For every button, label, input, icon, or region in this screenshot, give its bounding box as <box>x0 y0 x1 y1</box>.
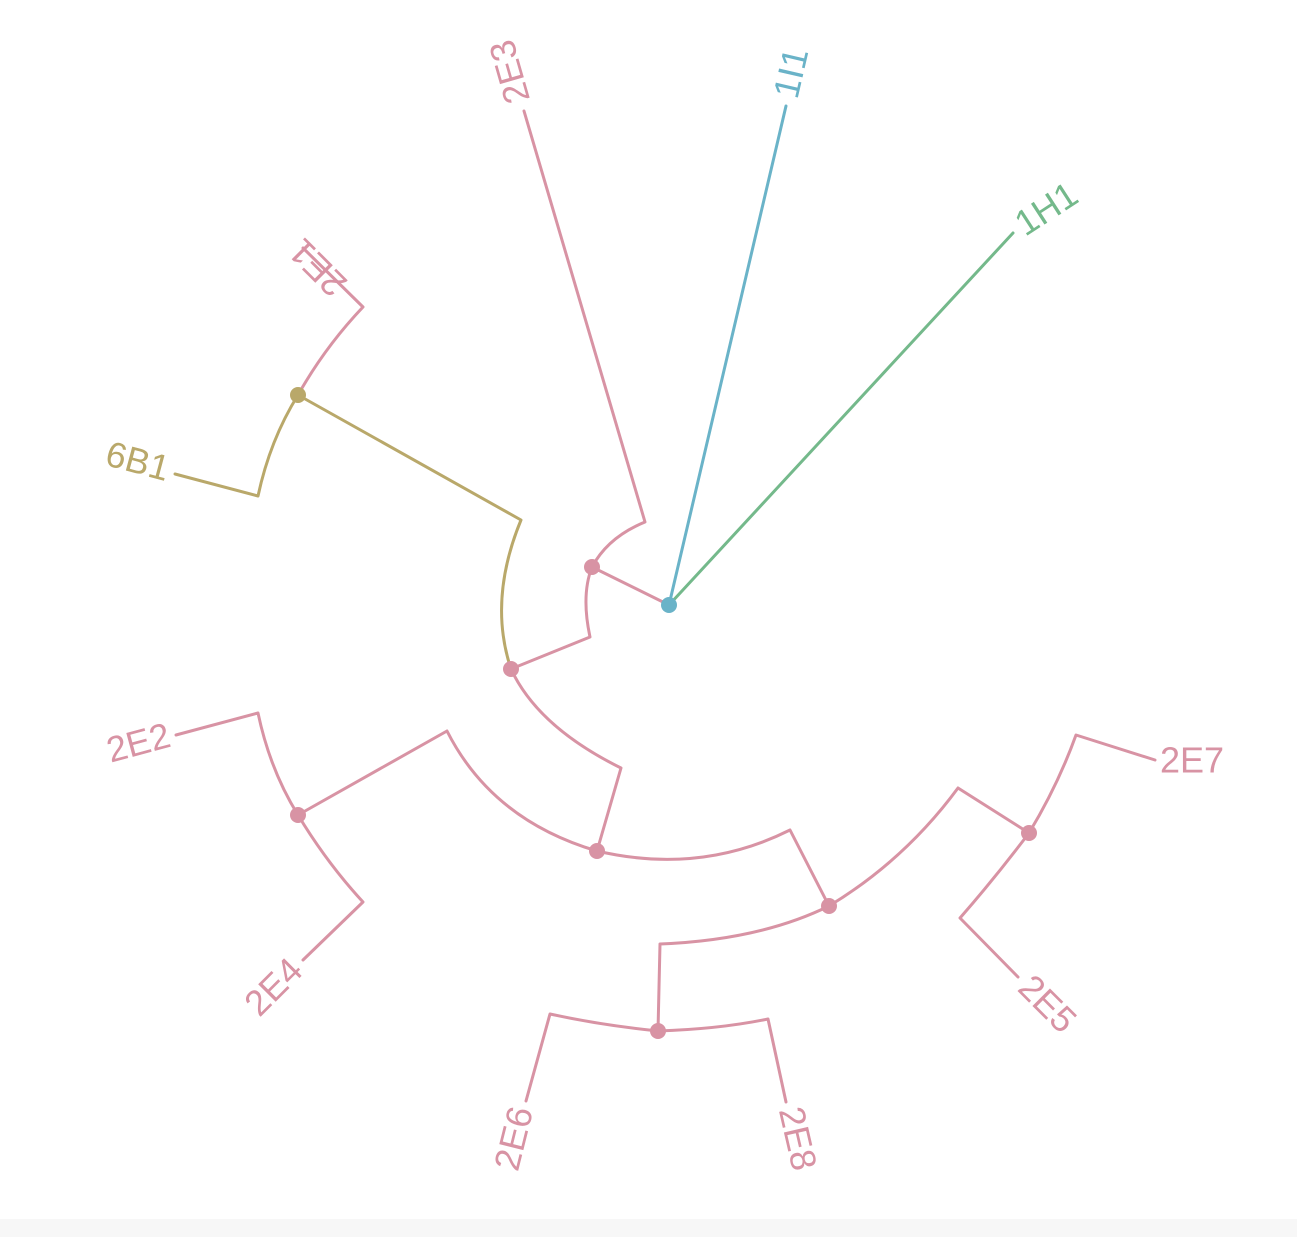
tree-node[interactable] <box>650 1023 666 1039</box>
leaf-label-2e7[interactable]: 2E7 <box>1160 740 1224 781</box>
leaf-label-1i1[interactable]: 1I1 <box>765 44 816 102</box>
branch-node-b-to-node-c <box>509 667 623 853</box>
tree-node[interactable] <box>1021 825 1037 841</box>
branch-node-g-to-2e5 <box>958 831 1031 979</box>
leaf-label-2e3[interactable]: 2E3 <box>481 36 538 109</box>
leaf-label-2e5[interactable]: 2E5 <box>1011 966 1085 1040</box>
branch-node-h-to-6b1 <box>173 393 300 498</box>
tree-node[interactable] <box>503 661 519 677</box>
branch-node-e-to-node-g <box>827 786 1031 908</box>
tree-node[interactable] <box>290 807 306 823</box>
leaf-label-2e1[interactable]: 2E1 <box>280 231 354 305</box>
branch-node-c-to-node-e <box>595 828 831 908</box>
leaf-label-2e2[interactable]: 2E2 <box>102 714 174 770</box>
tree-node[interactable] <box>290 387 306 403</box>
branch-node-c-to-node-d <box>296 729 599 853</box>
branch-node-d-to-2e4 <box>296 813 365 962</box>
branches-group-b <box>173 393 523 671</box>
branch-root-to-1h1 <box>667 231 1015 607</box>
branch-node-f-to-2e6 <box>524 1012 660 1103</box>
internal-nodes <box>290 387 1037 1039</box>
branch-node-g-to-2e7 <box>1027 733 1157 835</box>
tree-node[interactable] <box>584 559 600 575</box>
bottom-strip <box>0 1219 1297 1237</box>
leaf-label-2e6[interactable]: 2E6 <box>486 1102 541 1174</box>
branch-node-e-to-node-f <box>656 904 831 1033</box>
branch-root-to-node-a <box>590 565 671 607</box>
tree-root-node[interactable] <box>661 597 677 613</box>
leaf-label-6b1[interactable]: 6B1 <box>102 433 174 489</box>
branch-node-b-to-node-h <box>296 393 523 671</box>
branch-node-f-to-2e8 <box>656 1017 788 1104</box>
tree-node[interactable] <box>589 843 605 859</box>
branch-node-a-to-2e3 <box>522 109 647 569</box>
leaf-label-1h1[interactable]: 1H1 <box>1007 173 1085 243</box>
leaf-label-2e4[interactable]: 2E4 <box>236 949 310 1023</box>
branch-root-to-1i1 <box>667 104 788 607</box>
branch-node-d-to-2e2 <box>174 711 300 817</box>
branch-node-a-to-node-b <box>509 565 594 671</box>
tree-node[interactable] <box>821 898 837 914</box>
leaf-label-2e8[interactable]: 2E8 <box>771 1103 825 1175</box>
branch-node-h-to-2e1 <box>296 246 365 397</box>
